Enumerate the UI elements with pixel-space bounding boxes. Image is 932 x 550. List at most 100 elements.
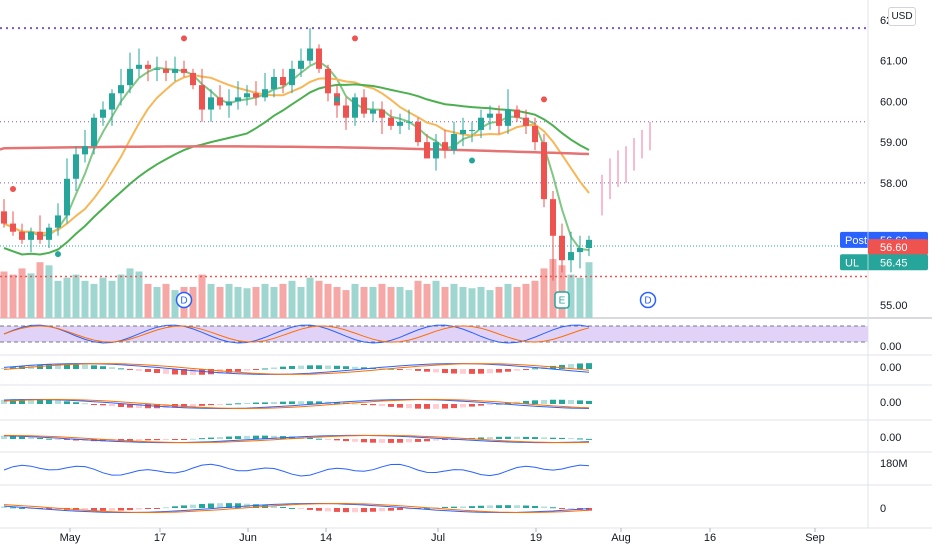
- macd-1-bar: [406, 369, 412, 371]
- macd-4-bar: [109, 508, 115, 511]
- macd-2-bar: [181, 404, 187, 408]
- volume-bar: [162, 283, 170, 318]
- macd-4-bar: [325, 508, 331, 512]
- macd-4-bar: [559, 508, 565, 509]
- candle-body: [532, 125, 538, 143]
- volume-bar: [324, 283, 332, 318]
- candle-body: [73, 154, 79, 179]
- macd-2-bar: [361, 404, 367, 405]
- macd-1-bar: [586, 363, 592, 369]
- macd-2-bar: [190, 404, 196, 407]
- macd-1-bar: [280, 366, 286, 369]
- volume-bar: [531, 280, 539, 318]
- time-axis-label: Sep: [805, 532, 825, 544]
- signal-dot: [10, 185, 16, 192]
- macd-4-bar: [496, 505, 502, 508]
- macd-2-bar: [370, 404, 376, 406]
- macd-2-bar: [217, 404, 223, 405]
- price-axis-label: 58.00: [880, 178, 908, 190]
- volume-bar: [567, 274, 575, 318]
- macd-1-bar: [226, 369, 232, 373]
- macd-4-bar: [352, 508, 358, 513]
- macd-1-bar: [289, 366, 295, 369]
- macd-1-bar: [487, 369, 493, 374]
- macd-1-bar: [397, 369, 403, 370]
- macd-3-bar: [406, 439, 412, 443]
- macd-1-bar: [109, 367, 115, 369]
- macd-4-bar: [82, 508, 88, 511]
- macd-2-bar: [100, 404, 106, 406]
- macd-4-bar: [487, 505, 493, 508]
- volume-bar: [153, 287, 161, 318]
- macd-3-signal-line: [3, 434, 590, 444]
- oscillator-d-line: [3, 325, 590, 343]
- macd-1-bar: [127, 369, 133, 370]
- macd-1-bar: [577, 363, 583, 369]
- candle-body: [28, 231, 34, 240]
- candle-body: [172, 68, 178, 73]
- macd-3-bar: [442, 439, 448, 440]
- macd-2-bar: [253, 402, 259, 404]
- candle-body: [136, 64, 142, 69]
- volume-bar: [387, 287, 395, 318]
- macd-1-bar: [163, 369, 169, 374]
- macd-4-bar: [199, 503, 205, 508]
- macd-1-bar: [235, 369, 241, 372]
- volume-bar: [90, 283, 98, 318]
- macd-2-bar: [145, 404, 151, 409]
- volume-bar: [495, 287, 503, 318]
- volume-bar: [261, 283, 269, 318]
- macd-4-bar: [46, 508, 52, 510]
- macd-4-bar: [541, 506, 547, 508]
- candle-body: [199, 85, 205, 110]
- time-axis-label: Aug: [611, 532, 631, 544]
- macd-1-bar: [298, 365, 304, 369]
- candle-body: [568, 252, 574, 261]
- candle-body: [289, 68, 295, 86]
- macd-1-bar: [244, 369, 250, 371]
- macd-1-bar: [145, 369, 151, 372]
- macd-2-bar: [289, 401, 295, 404]
- macd-3-bar: [64, 439, 70, 440]
- macd-1-bar: [91, 365, 97, 369]
- volume-bar: [279, 283, 287, 318]
- dividend-marker-letter: D: [644, 296, 651, 307]
- macd-2-bar: [199, 404, 205, 406]
- candle-body: [577, 248, 583, 253]
- macd-3-bar: [532, 437, 538, 439]
- candle-body: [505, 109, 511, 126]
- macd-1-bar: [181, 369, 187, 375]
- macd-4-bar: [190, 504, 196, 508]
- time-axis-label: 16: [704, 532, 716, 544]
- signal-dot: [469, 157, 475, 164]
- macd-3-bar: [325, 439, 331, 440]
- macd-4-bar: [10, 507, 16, 509]
- candle-body: [433, 142, 439, 159]
- macd-1-bar: [343, 366, 349, 369]
- macd-1-bar: [415, 369, 421, 371]
- macd-2-bar: [478, 404, 484, 406]
- candle-body: [280, 77, 286, 86]
- candle-body: [361, 97, 367, 114]
- volume-bar: [288, 280, 296, 318]
- macd-3-bar: [316, 438, 322, 440]
- candle-body: [82, 146, 88, 155]
- macd-2-bar: [262, 402, 268, 404]
- currency-button[interactable]: USD: [888, 7, 916, 26]
- candle-body: [19, 231, 25, 240]
- macd-1-bar: [46, 364, 52, 369]
- macd-2-bar: [433, 404, 439, 409]
- time-axis-label: May: [60, 532, 81, 544]
- candle-body: [460, 129, 466, 134]
- candle-body: [46, 227, 52, 240]
- macd-3-bar: [10, 436, 16, 439]
- macd-4-bar: [127, 508, 133, 511]
- macd-1-bar: [532, 368, 538, 370]
- volume-bar: [540, 268, 548, 318]
- macd-2-bar: [37, 399, 43, 404]
- macd-3-bar: [487, 437, 493, 439]
- volume-bar: [72, 274, 80, 318]
- macd-4-bar: [172, 506, 178, 508]
